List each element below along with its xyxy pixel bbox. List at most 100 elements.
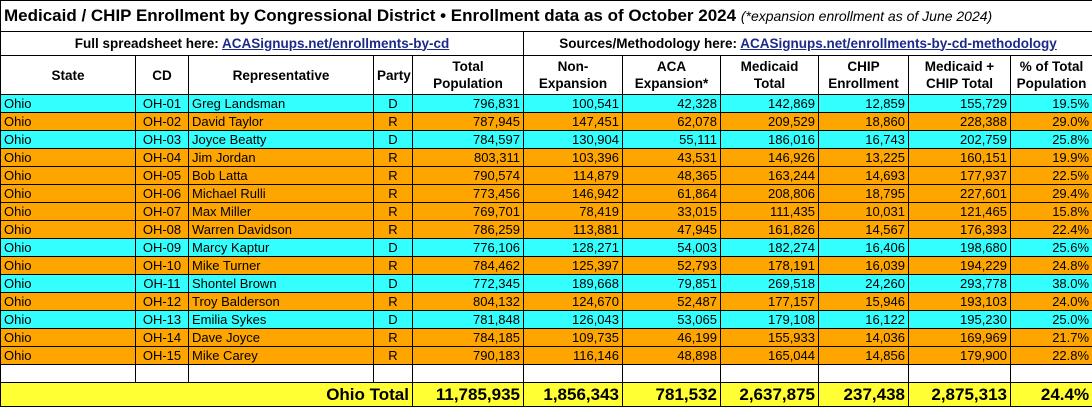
data-row: Ohio OH-08 Warren Davidson R 786,259 113,881 4… [0, 220, 1092, 239]
cell: 16,743 [818, 130, 909, 149]
column-header: Party [373, 55, 413, 95]
cell: D [373, 130, 413, 149]
cell: 52,487 [622, 292, 721, 311]
cell: Ohio [0, 220, 136, 239]
cell: 772,345 [412, 274, 524, 293]
column-header: Non-Expansion [523, 55, 623, 95]
cell: 124,670 [523, 292, 623, 311]
cell: 182,274 [720, 238, 819, 257]
cell: 178,191 [720, 256, 819, 275]
cell: R [373, 184, 413, 203]
cell: 19.5% [1009, 94, 1092, 113]
cell: 53,065 [622, 310, 721, 329]
header-row: State CD Representative Party Total Populati… [0, 55, 1092, 95]
cell: OH-03 [135, 130, 189, 149]
total-row: Ohio Total 11,785,935 1,856,343 781,532 2,63… [0, 382, 1092, 407]
column-header: Representative [188, 55, 374, 95]
cell: 21.7% [1009, 328, 1092, 347]
cell: R [373, 292, 413, 311]
title: Medicaid / CHIP Enrollment by Congressio… [4, 6, 737, 25]
cell: 784,185 [412, 328, 524, 347]
cell: 293,778 [908, 274, 1011, 293]
empty-cell [622, 364, 721, 383]
cell: Emilia Sykes [188, 310, 374, 329]
cell: 189,668 [523, 274, 623, 293]
cell: Jim Jordan [188, 148, 374, 167]
cell: 48,365 [622, 166, 721, 185]
cell: Michael Rulli [188, 184, 374, 203]
empty-cell [818, 364, 909, 383]
cell: 111,435 [720, 202, 819, 221]
cell: OH-12 [135, 292, 189, 311]
cell: 116,146 [523, 346, 623, 365]
link-label: Full spreadsheet here: [74, 35, 219, 51]
cell: 128,271 [523, 238, 623, 257]
data-row: Ohio OH-09 Marcy Kaptur D 776,106 128,271 54,0… [0, 238, 1092, 257]
cell: 198,680 [908, 238, 1011, 257]
data-row: Ohio OH-04 Jim Jordan R 803,311 103,396 43,531… [0, 148, 1092, 167]
cell: 54,003 [622, 238, 721, 257]
column-header: Total Population [412, 55, 524, 95]
cell: 46,199 [622, 328, 721, 347]
cell: Ohio [0, 238, 136, 257]
empty-cell [373, 364, 413, 383]
link[interactable]: ACASignups.net/enrollments-by-cd [222, 35, 450, 51]
cell: 161,826 [720, 220, 819, 239]
column-header: State [0, 55, 136, 95]
data-row: Ohio OH-02 David Taylor R 787,945 147,451 62,0… [0, 112, 1092, 131]
cell: 786,259 [412, 220, 524, 239]
empty-cell [135, 364, 189, 383]
cell: 10,031 [818, 202, 909, 221]
cell: Ohio [0, 184, 136, 203]
column-header: CHIP Enrollment [818, 55, 909, 95]
cell: 773,456 [412, 184, 524, 203]
cell: 48,898 [622, 346, 721, 365]
cell: 121,465 [908, 202, 1011, 221]
cell: 804,132 [412, 292, 524, 311]
cell: Ohio [0, 256, 136, 275]
links-cell: Full spreadsheet here: ACASignups.net/en… [0, 31, 524, 56]
cell: 125,397 [523, 256, 623, 275]
cell: OH-04 [135, 148, 189, 167]
cell: 179,108 [720, 310, 819, 329]
total-cell: 237,438 [818, 382, 909, 407]
column-header: CD [135, 55, 189, 95]
column-header: Medicaid + CHIP Total [908, 55, 1011, 95]
cell: 22.4% [1009, 220, 1092, 239]
cell: 208,806 [720, 184, 819, 203]
cell: 15.8% [1009, 202, 1092, 221]
cell: 155,729 [908, 94, 1011, 113]
cell: 25.0% [1009, 310, 1092, 329]
cell: 177,157 [720, 292, 819, 311]
cell: R [373, 202, 413, 221]
data-row: Ohio OH-03 Joyce Beatty D 784,597 130,904 55,1… [0, 130, 1092, 149]
cell: 787,945 [412, 112, 524, 131]
cell: 103,396 [523, 148, 623, 167]
cell: 100,541 [523, 94, 623, 113]
cell: 165,044 [720, 346, 819, 365]
cell: 29.0% [1009, 112, 1092, 131]
cell: 16,406 [818, 238, 909, 257]
empty-cell [412, 364, 524, 383]
data-row: Ohio OH-05 Bob Latta R 790,574 114,879 48,365 1… [0, 166, 1092, 185]
cell: 24.0% [1009, 292, 1092, 311]
cell: Troy Balderson [188, 292, 374, 311]
cell: Shontel Brown [188, 274, 374, 293]
cell: 14,856 [818, 346, 909, 365]
data-row: Ohio OH-12 Troy Balderson R 804,132 124,670 52… [0, 292, 1092, 311]
link[interactable]: ACASignups.net/enrollments-by-cd-methodo… [740, 35, 1057, 51]
cell: Mike Turner [188, 256, 374, 275]
cell: D [373, 274, 413, 293]
cell: Ohio [0, 112, 136, 131]
total-cell: 2,637,875 [720, 382, 819, 407]
cell: 29.4% [1009, 184, 1092, 203]
empty-row [0, 364, 1092, 383]
cell: 47,945 [622, 220, 721, 239]
cell: 14,567 [818, 220, 909, 239]
data-row: Ohio OH-14 Dave Joyce R 784,185 109,735 46,199… [0, 328, 1092, 347]
cell: 784,462 [412, 256, 524, 275]
cell: 176,393 [908, 220, 1011, 239]
cell: Marcy Kaptur [188, 238, 374, 257]
cell: 177,937 [908, 166, 1011, 185]
